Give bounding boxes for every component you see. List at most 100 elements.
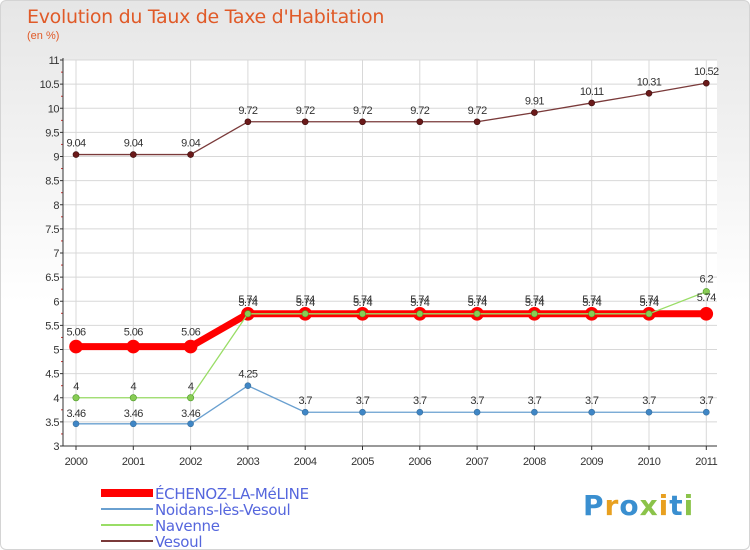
data-point — [244, 118, 252, 126]
data-point — [358, 310, 366, 318]
data-point — [244, 382, 252, 389]
legend-swatch-navenne — [101, 524, 153, 526]
series-line-2 — [76, 290, 707, 399]
x-tick-label: 2009 — [580, 456, 603, 468]
data-label: 9.04 — [66, 138, 85, 150]
data-label: 3.7 — [470, 395, 484, 407]
data-label: 3.7 — [413, 395, 427, 407]
data-label: 4 — [188, 381, 194, 393]
x-tick-label: 2011 — [695, 456, 717, 468]
data-label: 5.74 — [525, 297, 544, 309]
data-point — [359, 118, 366, 126]
y-tick-label: 6.5 — [45, 272, 59, 284]
data-point — [72, 394, 80, 402]
x-tick-label: 2002 — [179, 456, 202, 468]
y-tick-label: 8.5 — [45, 176, 59, 188]
x-tick-label: 2006 — [408, 456, 431, 468]
y-tick-label: 4.5 — [45, 369, 59, 381]
data-point — [72, 420, 80, 428]
data-point — [416, 118, 424, 126]
logo-letter: o — [619, 489, 640, 522]
data-label: 5.74 — [525, 294, 544, 306]
data-point — [702, 79, 710, 87]
legend-swatch-noidans — [101, 508, 153, 510]
legend-label-navenne: Navenne — [155, 517, 220, 535]
data-point — [69, 339, 83, 354]
data-label: 4.25 — [238, 369, 257, 381]
y-tick-label: 5 — [53, 345, 59, 357]
data-label: 5.06 — [66, 327, 85, 339]
data-label: 4 — [73, 381, 79, 393]
data-point — [301, 408, 309, 416]
series-line-3 — [76, 82, 707, 156]
data-label: 5.06 — [124, 327, 143, 339]
data-point — [531, 408, 538, 416]
x-tick-label: 2003 — [236, 456, 259, 468]
chart-subtitle: (en %) — [27, 30, 60, 42]
logo-letter: P — [583, 489, 605, 522]
x-tick-label: 2000 — [65, 456, 88, 468]
data-point — [473, 408, 481, 416]
data-point — [301, 310, 309, 318]
data-label: 5.74 — [238, 294, 257, 306]
data-labels: 9.04 9.04 9.04 9.72 9.72 9.72 9.72 9.72 9.91 10.1… — [66, 66, 719, 420]
y-tick-label: 7.5 — [45, 224, 59, 236]
y-tick-label: 3.5 — [45, 417, 59, 429]
logo-letter: x — [639, 489, 659, 522]
data-label: 5.74 — [238, 297, 257, 309]
data-label: 10.11 — [580, 86, 604, 98]
data-label: 3.7 — [528, 395, 542, 407]
x-tick-label: 2001 — [122, 456, 145, 468]
data-point — [72, 151, 80, 158]
axes: 3 3.5 4 4.5 5 5.5 6 6.5 7 7.5 8 8.5 9 9.5 10 10.5 11 2000… — [40, 55, 718, 468]
data-label: 3.7 — [298, 395, 312, 407]
data-point — [183, 339, 198, 354]
data-label: 3.7 — [700, 395, 714, 407]
y-tick-label: 8 — [53, 200, 59, 212]
data-label: 5.74 — [468, 294, 487, 306]
data-label: 9.04 — [124, 138, 143, 150]
data-point — [301, 118, 309, 126]
data-label: 3.46 — [66, 408, 85, 420]
y-tick-label: 7 — [53, 248, 59, 260]
data-point — [702, 288, 710, 296]
data-point — [187, 420, 194, 428]
x-tick-label: 2008 — [523, 456, 546, 468]
data-label: 3.7 — [356, 395, 370, 407]
y-tick-label: 3 — [53, 441, 59, 453]
data-point — [645, 89, 653, 97]
data-label: 5.74 — [296, 297, 315, 309]
data-label: 9.72 — [468, 105, 487, 117]
series-line-1 — [76, 385, 707, 425]
data-label: 5.74 — [410, 294, 429, 306]
data-point — [416, 408, 424, 416]
data-label: 5.74 — [697, 292, 716, 304]
data-label: 4 — [131, 381, 137, 393]
logo-letter: i — [683, 489, 695, 522]
y-tick-label: 10 — [48, 103, 60, 115]
data-label: 5.74 — [468, 297, 487, 309]
data-point — [244, 310, 252, 318]
data-label: 5.74 — [639, 297, 658, 309]
data-label: 9.72 — [296, 105, 315, 117]
proxiti-logo: Proxiti — [583, 489, 694, 522]
data-point — [473, 310, 481, 318]
data-point — [702, 408, 710, 416]
chart-title: Evolution du Taux de Taxe d'Habitation — [27, 6, 385, 28]
data-label: 6.2 — [700, 274, 714, 286]
data-label: 9.72 — [238, 105, 257, 117]
legend-label-vesoul: Vesoul — [155, 533, 203, 550]
data-point — [187, 394, 195, 402]
data-point — [359, 408, 366, 416]
y-tick-label: 4 — [53, 393, 59, 405]
data-label: 5.06 — [181, 327, 200, 339]
data-label: 5.74 — [410, 297, 429, 309]
data-label: 5.74 — [296, 294, 315, 306]
grid — [63, 59, 717, 447]
data-label: 3.7 — [642, 395, 656, 407]
y-tick-label: 5.5 — [45, 320, 59, 332]
data-label: 9.04 — [181, 138, 200, 150]
y-tick-label: 11 — [49, 55, 60, 67]
data-point — [416, 310, 424, 318]
